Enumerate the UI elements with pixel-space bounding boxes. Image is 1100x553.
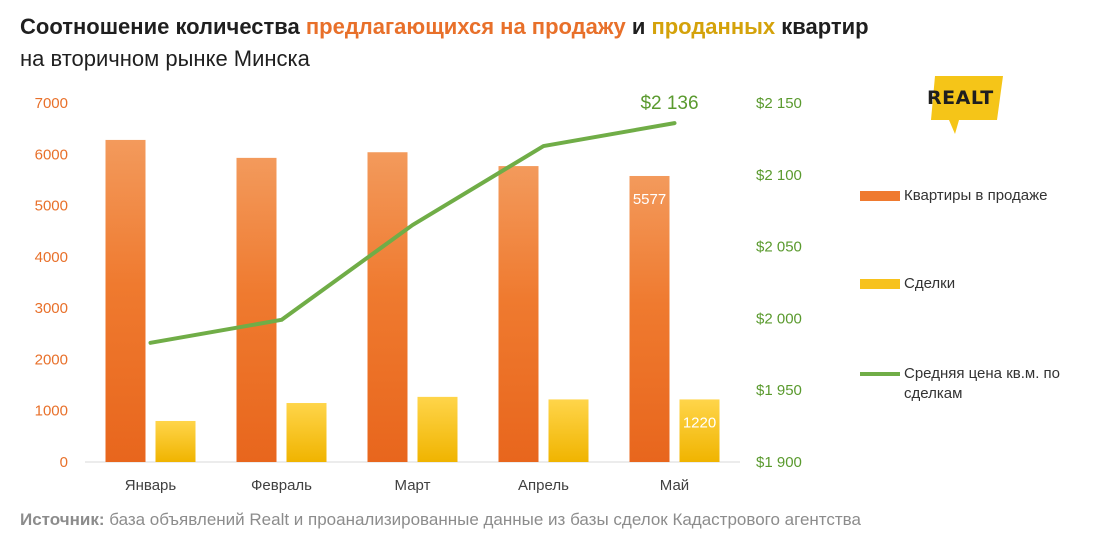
y-right-tick-label: $2 100 <box>756 167 802 184</box>
legend-swatch-price <box>860 372 900 376</box>
bar-listings <box>105 139 146 462</box>
y-right-tick-label: $2 150 <box>756 95 802 112</box>
title-part2: и <box>625 14 652 39</box>
bar-deals <box>286 403 327 462</box>
legend-item-listings: Квартиры в продаже <box>860 186 1048 206</box>
bar-listings <box>367 152 408 462</box>
legend-label-price: Средняя цена кв.м. по сделкам <box>904 365 1061 402</box>
legend-item-price: Средняя цена кв.м. по сделкам <box>860 364 1074 404</box>
legend-label-listings: Квартиры в продаже <box>904 187 1048 204</box>
data-label: 5577 <box>633 191 666 208</box>
legend-item-deals: Сделки <box>860 274 955 294</box>
bar-deals <box>548 399 589 462</box>
data-label: $2 136 <box>640 93 698 114</box>
bar-deals <box>155 420 196 462</box>
y-left-tick-label: 3000 <box>35 300 68 317</box>
bar-deals <box>417 396 458 462</box>
y-left-tick-label: 1000 <box>35 403 68 420</box>
y-left-tick-label: 2000 <box>35 351 68 368</box>
y-left-tick-label: 6000 <box>35 146 68 163</box>
source-text: база объявлений Realt и проанализированн… <box>104 510 861 529</box>
x-tick-label: Май <box>660 477 689 494</box>
x-tick-label: Апрель <box>518 477 569 494</box>
title-highlight-listings: предлагающихся на продажу <box>305 14 626 39</box>
x-tick-label: Март <box>395 477 431 494</box>
x-tick-label: Январь <box>125 477 177 494</box>
realt-logo: REALT <box>927 76 1003 134</box>
title-part1: Соотношение количества <box>20 14 306 39</box>
title-highlight-sold: проданных <box>651 14 776 39</box>
legend-swatch-listings <box>860 191 900 201</box>
y-right-tick-label: $2 050 <box>756 239 802 256</box>
bar-listings <box>236 157 277 462</box>
logo-shape <box>931 76 1003 134</box>
source-note: Источник: база объявлений Realt и проана… <box>20 510 861 530</box>
y-left-tick-label: 7000 <box>35 95 68 112</box>
title-part3: квартир <box>775 14 869 39</box>
y-left-tick-label: 0 <box>60 454 68 471</box>
source-label: Источник: <box>20 510 105 529</box>
chart-subtitle: на вторичном рынке Минска <box>20 46 310 71</box>
chart-title: Соотношение количества предлагающихся на… <box>20 14 869 40</box>
y-left-tick-label: 5000 <box>35 198 68 215</box>
bar-listings <box>498 166 539 462</box>
y-right-tick-label: $2 000 <box>756 310 802 327</box>
bar-listings <box>629 175 670 463</box>
x-tick-label: Февраль <box>251 477 312 494</box>
legend-swatch-deals <box>860 279 900 289</box>
y-right-tick-label: $1 900 <box>756 454 802 471</box>
data-label: 1220 <box>683 414 716 431</box>
y-right-tick-label: $1 950 <box>756 382 802 399</box>
y-left-tick-label: 4000 <box>35 249 68 266</box>
line-avg-price <box>148 121 677 345</box>
legend-label-deals: Сделки <box>904 275 956 292</box>
bar-deals <box>679 399 720 462</box>
logo-text: REALT <box>927 87 994 109</box>
